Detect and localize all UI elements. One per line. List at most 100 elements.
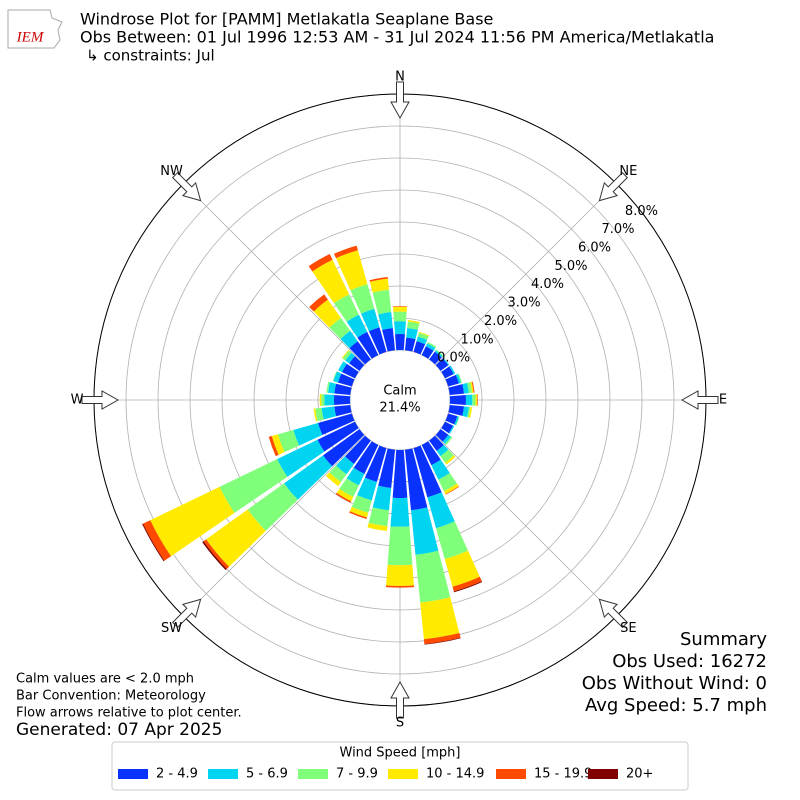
logo-text: IEM [16,29,45,45]
bar-segment [423,632,461,644]
bar-segment [346,314,368,338]
bar-segment [341,363,359,379]
bar-segment [418,331,430,337]
bar-segment [321,394,325,406]
legend-swatch [496,769,526,779]
calm-label: Calm [383,384,416,399]
arrow-shape [171,171,202,202]
arrow-shape [598,598,629,629]
r-tick-label: 4.0% [531,277,564,292]
bar-segment [438,473,458,492]
bar-segment [364,445,387,483]
legend-swatch [298,769,328,779]
bar-segment [411,507,439,555]
bar-segment [378,448,396,488]
bar-segment [420,597,460,640]
legend-label: 7 - 9.9 [336,767,378,782]
compass-arrow [598,171,629,202]
bar-segment [421,346,434,359]
bar-segment [445,413,458,425]
bar-segment [443,483,459,495]
note: Bar Convention: Meteorology [16,689,206,704]
r-tick-label: 7.0% [601,222,634,237]
bar-segment [435,349,444,357]
bar-segment [475,394,478,406]
bar-segment [351,495,372,513]
bar-segment [393,311,407,322]
legend-label: 10 - 14.9 [426,767,484,782]
summary-line: Obs Without Wind: 0 [582,673,767,694]
calm-value: 21.4% [379,401,420,416]
bar-segment [429,435,444,451]
bar-segment [395,334,405,351]
bar-segment [277,429,300,453]
summary-line: Obs Used: 16272 [612,651,767,672]
bar-segment [425,343,436,351]
bar-segment [369,278,389,293]
bar-segment [435,429,449,442]
bar-segment [413,445,442,498]
bar-segment [472,394,476,406]
compass-arrow [680,390,719,410]
bar-segment [436,444,449,457]
bar-segment [449,365,456,375]
bar-segment [431,459,450,480]
bar-segment [202,541,227,571]
bar-segment [349,356,365,371]
bar-segment [404,337,416,352]
bar-segment [382,327,396,352]
legend-label: 2 - 4.9 [156,767,198,782]
bar-segment [442,357,450,366]
note: Flow arrows relative to plot center. [16,706,242,721]
bar-segment [344,435,371,464]
bar-segment [445,455,456,465]
bar-segment [441,421,454,434]
bar-segment [427,492,455,529]
compass-label: SW [161,621,182,636]
bar-segment [335,250,368,291]
bar-segment [386,564,414,586]
bar-segment [284,455,333,500]
bar-segment [271,434,285,455]
bar-segment [346,467,365,486]
compass-arrow [390,81,410,120]
bar-segment [417,332,429,340]
chart-subtitle: Obs Between: 01 Jul 1996 12:53 AM - 31 J… [80,28,714,47]
bar-segment [349,511,367,519]
bar-segment [452,576,482,592]
bar-segment [268,436,279,457]
bar-segment [336,456,355,475]
summary-line: Summary [680,629,767,650]
bar-segment [445,486,460,495]
bar-segment [319,393,322,407]
arrow-shape [680,390,719,410]
bar-segment [435,358,449,371]
bar-segment [448,425,455,434]
bar-segment [368,507,389,527]
bar-segment [309,294,328,312]
bar-segment [367,522,388,531]
bar-segment [429,351,442,365]
bar-segment [404,448,428,511]
bar-segment [353,441,379,474]
bar-segment [369,277,388,282]
bar-segment [341,349,350,359]
bar-segment [413,341,426,355]
bar-segment [394,321,406,335]
bar-segment [329,465,347,483]
arrow-shape [598,171,629,202]
bar-segment [206,509,266,567]
bar-segment [360,308,380,332]
bar-segment [436,521,468,560]
bar-segment [326,381,330,393]
bar-segment [293,423,323,446]
bar-segment [349,341,371,365]
bar-segment [357,477,377,501]
bar-segment [339,478,359,497]
legend-label: 5 - 6.9 [246,767,288,782]
compass-label: E [719,393,727,408]
bar-segment [334,395,351,405]
bar-segment [406,327,418,340]
legend-title: Wind Speed [mph] [340,746,461,761]
